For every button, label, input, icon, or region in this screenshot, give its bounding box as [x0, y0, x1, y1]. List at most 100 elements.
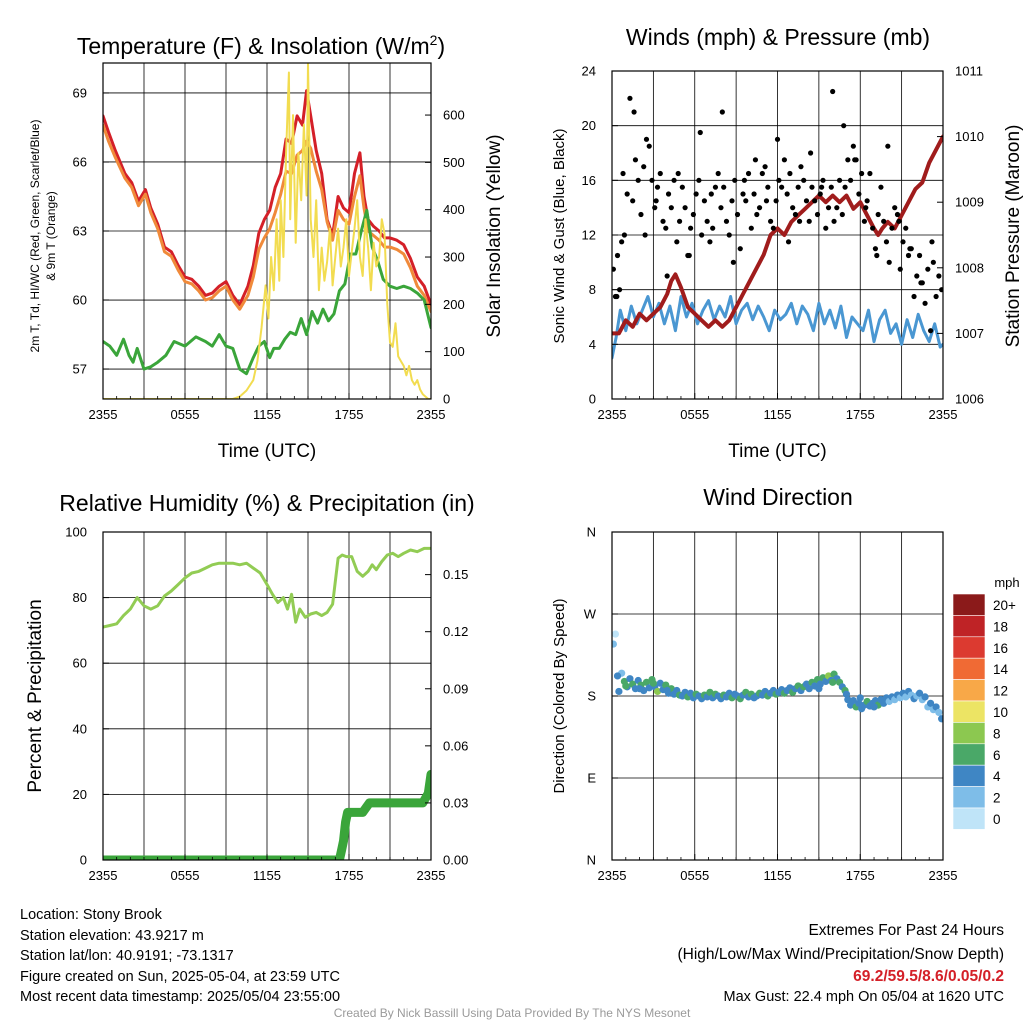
gust-point — [759, 170, 765, 177]
gust-point — [675, 170, 681, 177]
gust-point — [867, 170, 873, 177]
gust-point — [785, 239, 792, 245]
gust-point — [723, 218, 730, 224]
direction-point — [663, 686, 671, 695]
gust-point — [730, 259, 736, 265]
gust-point — [657, 170, 663, 177]
gust-point — [710, 225, 716, 231]
legend-title: mph — [994, 575, 1019, 590]
gust-point — [916, 252, 923, 259]
x-tick-label: 2355 — [417, 407, 446, 422]
y2-tick-label: 500 — [443, 155, 465, 170]
gust-point — [745, 170, 752, 177]
legend-label: 2 — [993, 791, 1001, 806]
gust-point — [936, 273, 942, 279]
direction-point — [870, 703, 878, 711]
plot-area-3 — [612, 630, 943, 723]
y2-tick-label: 200 — [443, 297, 465, 312]
gust-point — [874, 252, 880, 259]
y-tick-label: 0 — [80, 853, 87, 868]
x-tick-label: 1755 — [846, 407, 875, 422]
series-line-sonic-wind — [612, 295, 943, 360]
x-tick-label: 0555 — [680, 407, 709, 422]
station-info: Location: Stony Brook Station elevation:… — [20, 905, 340, 1008]
legend-swatch — [952, 679, 986, 702]
x-tick-label: 1155 — [253, 407, 281, 422]
recent-timestamp: Most recent data timestamp: 2025/05/04 2… — [20, 989, 341, 1005]
gust-point — [823, 225, 829, 231]
y2-tick-label: 1006 — [955, 392, 984, 407]
y-tick-label: 4 — [589, 337, 596, 352]
gust-point — [768, 218, 774, 224]
gust-point — [847, 177, 854, 183]
gust-point — [808, 150, 814, 156]
x-tick-label: 2355 — [929, 407, 958, 422]
gust-point — [925, 266, 931, 272]
gust-point — [900, 239, 906, 245]
plot-area-0 — [103, 63, 431, 399]
gust-point — [834, 205, 840, 211]
gust-point — [852, 157, 858, 163]
legend-swatch — [952, 722, 986, 745]
gust-point — [872, 246, 879, 252]
x-axis-label: Time (UTC) — [728, 441, 827, 462]
gust-point — [619, 239, 625, 245]
x-tick-label: 1155 — [764, 407, 792, 422]
y-tick-label: 24 — [582, 64, 596, 79]
gust-point — [752, 157, 759, 163]
extremes-title: Extremes For Past 24 Hours — [808, 922, 1004, 939]
x-tick-label: 2355 — [598, 407, 627, 422]
gust-point — [614, 252, 621, 259]
gust-point — [737, 246, 743, 252]
gust-point — [781, 157, 787, 163]
direction-point — [645, 684, 653, 692]
y2-tick-label: 0 — [443, 392, 450, 407]
y2-tick-label: 300 — [443, 250, 465, 265]
y2-tick-label: 0.03 — [443, 795, 468, 810]
panel-title-temperature: Temperature (F) & Insolation (W/m2) — [77, 32, 445, 59]
legend-label: 0 — [993, 812, 1001, 827]
direction-point — [805, 685, 813, 693]
y2-tick-label: 1009 — [955, 195, 984, 210]
gust-point — [715, 170, 721, 177]
gust-point — [646, 143, 652, 149]
direction-point — [902, 693, 910, 701]
x-axis-label: Time (UTC) — [218, 441, 317, 462]
gust-point — [627, 95, 633, 101]
gust-point — [911, 293, 917, 300]
gust-point — [875, 211, 881, 218]
gust-point — [743, 198, 749, 204]
gust-point — [632, 157, 639, 163]
gust-point — [612, 266, 616, 272]
direction-point — [815, 685, 823, 693]
x-tick-label: 1755 — [335, 407, 364, 422]
y-tick-label: N — [587, 853, 596, 868]
gust-point — [885, 143, 891, 149]
extremes-block: Extremes For Past 24 Hours (High/Low/Max… — [678, 919, 1005, 1007]
gust-point — [830, 88, 836, 95]
gust-point — [784, 191, 790, 197]
gust-point — [774, 136, 781, 142]
panel-title-humidity: Relative Humidity (%) & Precipitation (i… — [59, 490, 474, 516]
direction-point — [612, 640, 617, 648]
gust-point — [787, 170, 793, 177]
gust-point — [850, 143, 856, 149]
gust-point — [839, 211, 845, 218]
gust-point — [929, 239, 935, 245]
panel-title-direction: Wind Direction — [703, 484, 853, 510]
gust-point — [809, 184, 815, 190]
direction-point — [938, 715, 943, 723]
y2-tick-label: 1010 — [955, 129, 984, 144]
gust-point — [930, 259, 936, 265]
gust-point — [856, 191, 862, 197]
gust-point — [693, 191, 699, 197]
direction-point — [829, 678, 837, 686]
y-tick-label: 60 — [73, 656, 87, 671]
gust-point — [707, 239, 713, 245]
gust-point — [663, 225, 669, 231]
gust-point — [740, 191, 746, 197]
x-tick-label: 2355 — [929, 868, 958, 883]
series-line-precipitation — [103, 769, 431, 860]
legend-swatch — [952, 743, 986, 766]
legend-swatch — [952, 786, 986, 809]
